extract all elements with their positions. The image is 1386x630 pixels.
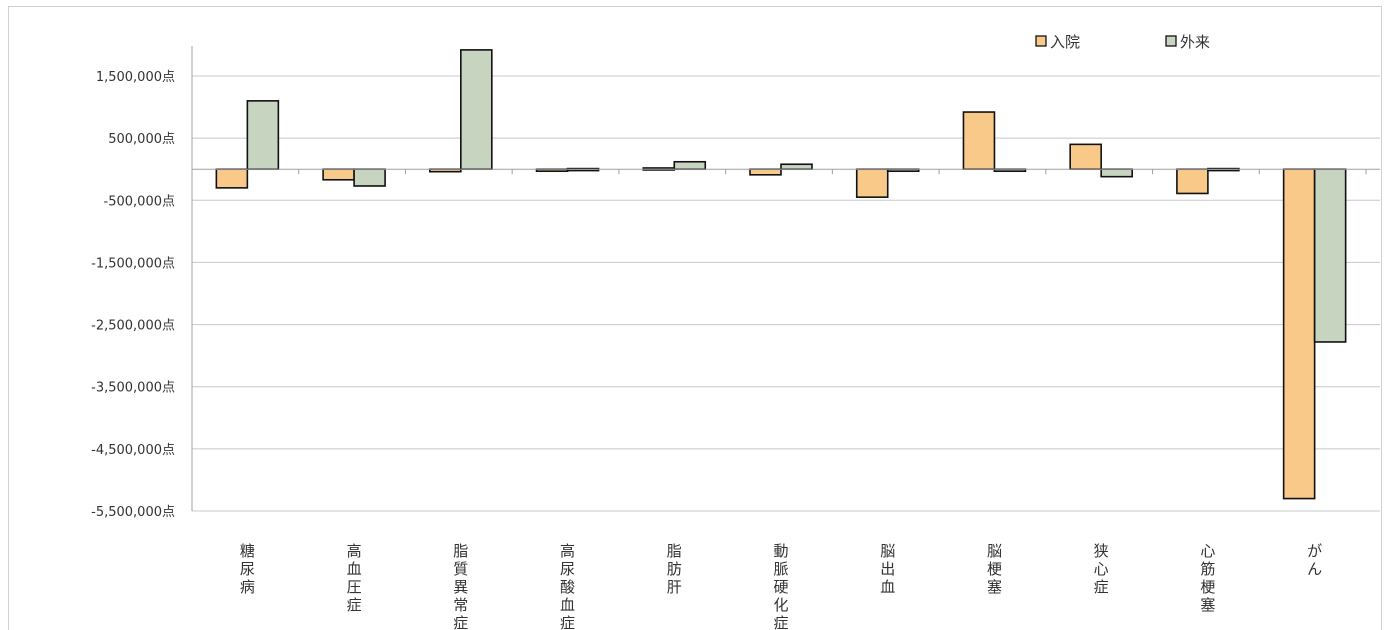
y-axis-ticks: 1,500,000点 500,000点 -500,000点 -1,500,000点 -2…: [91, 70, 175, 520]
category-label: 脂肪肝: [667, 542, 682, 596]
bar: [1069, 143, 1102, 171]
category-label: 高血圧症: [347, 542, 362, 614]
legend: 入院 外来: [1035, 33, 1210, 51]
y-tick-label: 1,500,000点: [96, 70, 175, 85]
y-tick-label: -4,500,000点: [91, 443, 175, 458]
y-tick-label: -2,500,000点: [91, 319, 175, 334]
y-tick-label: -3,500,000点: [91, 381, 175, 396]
bar: [353, 168, 386, 187]
category-label: 動脈硬化症: [773, 542, 788, 630]
gridlines: [192, 75, 1380, 512]
bar: [322, 168, 355, 181]
bar: [673, 160, 707, 171]
bar: [460, 49, 493, 171]
category-label: がん: [1307, 542, 1322, 578]
bar: [1176, 168, 1209, 195]
category-label: 心筋梗塞: [1200, 542, 1215, 614]
category-label: 狭心症: [1094, 542, 1109, 596]
bar: [780, 163, 813, 171]
category-label: 脳梗塞: [987, 542, 1002, 596]
y-tick-label: -5,500,000点: [91, 505, 175, 520]
bar: [855, 168, 889, 198]
y-tick-label: -1,500,000点: [91, 256, 175, 271]
category-label: 脳出血: [880, 542, 895, 596]
legend-swatch: [1035, 35, 1047, 47]
legend-swatch: [1165, 35, 1177, 47]
legend-label: 入院: [1050, 33, 1080, 51]
legend-label: 外来: [1180, 33, 1210, 51]
bar: [1282, 168, 1316, 500]
category-label: 高尿酸血症: [560, 542, 575, 630]
bar: [1100, 168, 1133, 178]
y-tick-label: -500,000点: [104, 194, 175, 209]
bars: [215, 49, 1347, 500]
axes: [191, 46, 1380, 511]
bar: [1313, 168, 1347, 343]
category-label: 糖尿病: [240, 542, 255, 596]
bar: [749, 168, 782, 176]
category-labels: 糖尿病 高血圧症 脂質異常症 高尿酸血症 脂肪肝 動脈硬化症 脳出血 脳梗塞 狭心症 心筋梗塞 がん: [240, 542, 1322, 630]
bar: [246, 100, 280, 171]
y-tick-label: 500,000点: [108, 132, 175, 147]
category-label: 脂質異常症: [453, 542, 468, 630]
bar: [215, 168, 249, 189]
chart-frame: [8, 6, 1382, 630]
bar: [962, 111, 996, 171]
